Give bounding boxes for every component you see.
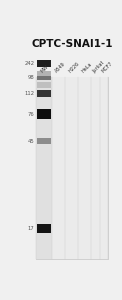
Bar <box>37 74 51 80</box>
Bar <box>37 60 51 67</box>
Text: H226: H226 <box>67 61 80 74</box>
Bar <box>37 110 51 119</box>
Text: 45: 45 <box>28 139 35 144</box>
Bar <box>91 77 100 259</box>
Text: 17: 17 <box>28 226 35 231</box>
Text: CPTC-SNAI1-1: CPTC-SNAI1-1 <box>31 40 113 50</box>
Text: MCF7: MCF7 <box>101 61 114 74</box>
Text: 112: 112 <box>25 91 35 96</box>
Bar <box>52 77 65 259</box>
Bar <box>65 77 78 259</box>
Bar <box>36 77 108 259</box>
Text: 98: 98 <box>28 75 35 80</box>
Bar <box>100 77 108 259</box>
Bar <box>37 138 51 144</box>
Bar <box>37 71 51 76</box>
Text: 242: 242 <box>25 61 35 66</box>
Bar <box>37 82 51 88</box>
Bar <box>36 77 52 259</box>
Bar <box>37 90 51 97</box>
Text: A549: A549 <box>54 62 67 74</box>
Text: MW: MW <box>40 64 50 74</box>
Text: HeLa: HeLa <box>81 62 93 74</box>
Text: 76: 76 <box>28 112 35 117</box>
Bar <box>78 77 91 259</box>
Bar <box>37 224 51 233</box>
Text: Jurkat: Jurkat <box>92 60 106 74</box>
